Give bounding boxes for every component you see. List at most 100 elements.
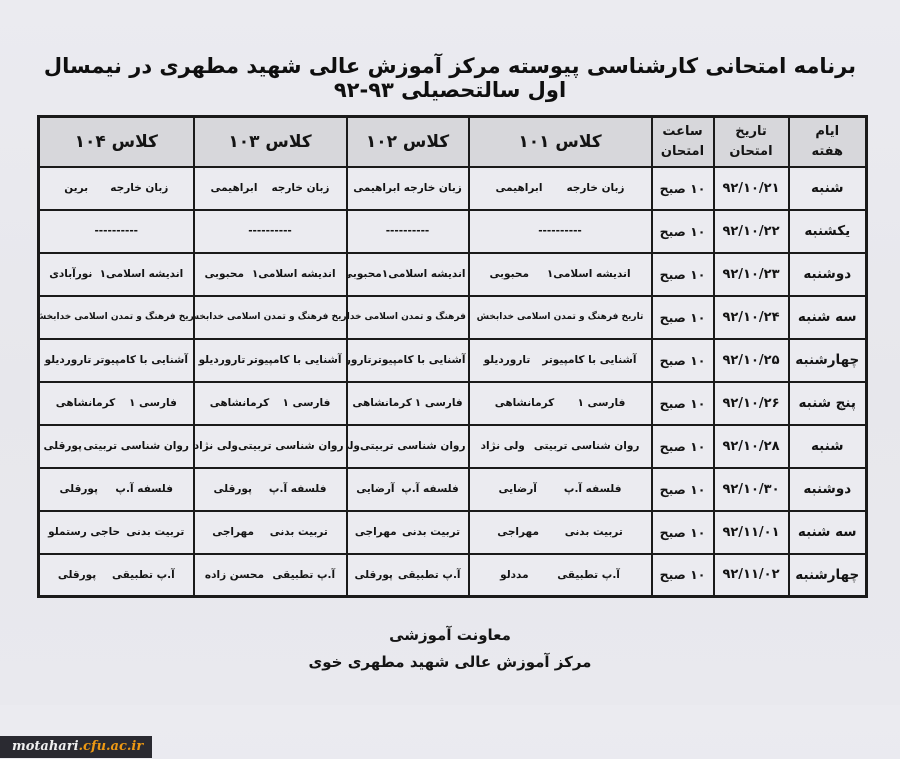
time-cell: ۱۰ صبح [650,423,715,469]
date-cell: ۹۲/۱۰/۲۶ [712,380,790,426]
exam-cell-101: ---------- [467,208,653,254]
exam-cell-102: ---------- [345,208,470,254]
course-name: آ.پ تطبیقی [111,568,175,581]
exam-cell-104: آ.پ تطبیقی پورقلی [37,552,195,598]
course-name: تاریخ فرهنگ و تمدن اسلامی [74,312,194,322]
exam-cell-101: آشنایی با کامپیوتر تاروردیلو [467,337,653,383]
time-cell: ۱۰ صبح [650,208,715,254]
teacher-name: مهراجی [212,526,254,538]
exam-cell-103: ---------- [192,208,348,254]
teacher-name: کرمانشاهی [209,397,270,409]
course-name: آ.پ تطبیقی [397,568,461,581]
course-name: فلسفه آ.پ [563,483,622,495]
exam-cell-101: اندیشه اسلامی۱ محبوبی [467,251,653,297]
teacher-name: ابراهیمی [495,182,543,194]
date-cell: ۹۲/۱۱/۰۱ [712,509,790,555]
course-name: تربیت بدنی [402,526,461,538]
page-title: برنامه امتحانی کارشناسی پیوسته مرکز آموز… [43,54,857,102]
exam-cell-103: فارسی ۱ کرمانشاهی [192,380,348,426]
day-cell: سه شنبه [787,294,868,340]
date-cell: ۹۲/۱۰/۲۸ [712,423,790,469]
teacher-name: محبوبی [489,268,529,280]
day-cell: چهارشنبه [787,337,868,383]
exam-cell-103: آ.پ تطبیقی محسن زاده [192,552,348,598]
table-row: یکشنبه ۹۲/۱۰/۲۲ ۱۰ صبح ---------- ------… [37,208,868,254]
time-cell: ۱۰ صبح [650,380,715,426]
watermark-site-name: motahari [12,739,79,754]
teacher-name: ولی نژاد [349,440,360,452]
course-name: آشنایی با کامپیوتر [371,354,466,366]
date-cell: ۹۲/۱۰/۲۳ [712,251,790,297]
course-name: ---------- [248,225,292,237]
teacher-name: کرمانشاهی [494,397,555,409]
time-cell: ۱۰ صبح [650,251,715,297]
course-name: اندیشه اسلامی۱ [381,268,466,280]
time-cell: ۱۰ صبح [650,337,715,383]
watermark-url: motahari.cfu.ac.ir [0,736,153,758]
date-cell: ۹۲/۱۱/۰۲ [712,552,790,598]
date-cell: ۹۲/۱۰/۳۰ [712,466,790,512]
course-name: زبان خارجه [566,182,625,194]
table-row: سه شنبه ۹۲/۱۱/۰۱ ۱۰ صبح تربیت بدنی مهراجی… [37,509,868,555]
course-name: فلسفه آ.پ [401,483,459,495]
course-name: تاریخ فرهنگ و تمدن اسلامی [227,312,347,322]
teacher-name: پورقلی [43,440,82,452]
course-name: آشنایی با کامپیوتر [542,354,637,366]
course-name: فارسی ۱ [128,397,177,409]
course-name: آ.پ تطبیقی [557,568,620,581]
teacher-name: کرمانشاهی [55,397,116,409]
course-name: آشنایی با کامپیوتر [247,354,342,366]
teacher-name: ولی نژاد [480,440,525,452]
teacher-name: پورقلی [57,568,97,581]
course-name: ---------- [385,225,430,237]
course-name: زبان خارجه [403,182,462,194]
table-row: شنبه ۹۲/۱۰/۲۱ ۱۰ صبح زبان خارجه ابراهیمی … [37,165,868,211]
teacher-name: خدابخش [476,312,515,322]
course-name: تاریخ فرهنگ و تمدن اسلامی [364,312,467,322]
table-row: پنج شنبه ۹۲/۱۰/۲۶ ۱۰ صبح فارسی ۱ کرمانشاه… [37,380,868,426]
exam-cell-103: زبان خارجه ابراهیمی [192,165,348,211]
exam-cell-102: فارسی ۱ کرمانشاهی [345,380,470,426]
teacher-name: مهراجی [354,526,397,538]
exam-schedule-table: ایام هفته تاریخ امتحان ساعت امتحان کلاس … [37,115,868,598]
teacher-name: ابراهیمی [353,182,401,194]
exam-cell-104: ---------- [37,208,195,254]
teacher-name: پورقلی [59,483,98,495]
exam-cell-104: تربیت بدنی حاجی رستملو [37,509,195,555]
exam-cell-102: تربیت بدنی مهراجی [345,509,470,555]
day-cell: یکشنبه [787,208,868,254]
header-exam-date: تاریخ امتحان [712,115,790,168]
day-cell: پنج شنبه [787,380,868,426]
teacher-name: مهراجی [497,526,539,538]
teacher-name: حاجی رستملو [48,526,121,538]
exam-cell-104: فلسفه آ.پ پورقلی [37,466,195,512]
header-exam-time: ساعت امتحان [650,115,715,168]
footer: معاونت آموزشی مرکز آموزش عالی شهید مطهری… [0,626,900,671]
time-cell: ۱۰ صبح [650,294,715,340]
day-cell: دوشنبه [787,251,868,297]
exam-cell-101: زبان خارجه ابراهیمی [467,165,653,211]
date-cell: ۹۲/۱۰/۲۴ [712,294,790,340]
course-name: روان شناسی تربیتی [533,440,640,452]
exam-cell-103: فلسفه آ.پ پورقلی [192,466,348,512]
day-cell: سه شنبه [787,509,868,555]
course-name: فارسی ۱ [414,397,463,409]
exam-cell-104: آشنایی با کامپیوتر تاروردیلو [37,337,195,383]
exam-cell-103: تربیت بدنی مهراجی [192,509,348,555]
teacher-name: تاروردیلو [44,354,92,366]
teacher-name: تاروردیلو [483,354,531,366]
date-cell: ۹۲/۱۰/۲۵ [712,337,790,383]
day-cell: دوشنبه [787,466,868,512]
exam-cell-103: اندیشه اسلامی۱ محبوبی [192,251,348,297]
course-name: روان شناسی تربیتی [83,440,189,452]
teacher-name: خدابخش [41,312,72,322]
time-cell: ۱۰ صبح [650,165,715,211]
exam-cell-103: آشنایی با کامپیوتر تاروردیلو [192,337,348,383]
course-name: تربیت بدنی [564,526,623,538]
header-class-104: کلاس ۱۰۴ [37,115,195,168]
course-name: روان شناسی تربیتی [237,440,344,452]
exam-cell-101: فلسفه آ.پ آرضایی [467,466,653,512]
header-row: ایام هفته تاریخ امتحان ساعت امتحان کلاس … [37,115,868,168]
